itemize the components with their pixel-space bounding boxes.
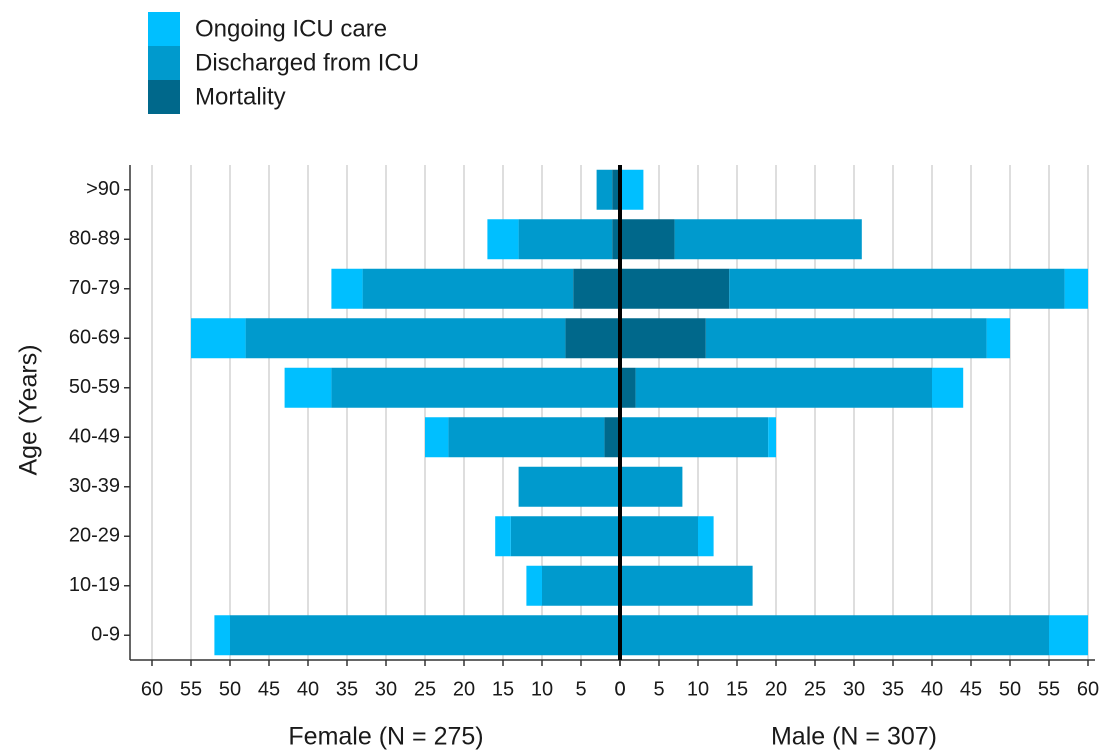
bar-segment [729, 268, 1065, 309]
bar-segment [620, 466, 683, 507]
y-tick-label: 80-89 [69, 228, 120, 250]
bar-segment [596, 169, 613, 210]
bar-segment [331, 367, 620, 408]
y-tick-label: 40-49 [69, 426, 120, 448]
bar-segment [214, 615, 230, 656]
bar-segment [245, 318, 566, 359]
bar-segment [284, 367, 332, 408]
bar-segment [495, 516, 511, 557]
bar-segment [612, 169, 620, 210]
bar-segment [612, 219, 620, 260]
bar-segment [620, 268, 730, 309]
bar-segment [620, 615, 1049, 656]
x-tick-label: 15 [492, 678, 514, 700]
bar-segment [620, 169, 644, 210]
bar-segment [565, 318, 620, 359]
bar-segment [542, 565, 620, 606]
bar-segment [518, 219, 613, 260]
bar-segment [526, 565, 542, 606]
bar-segment [705, 318, 987, 359]
bar-segment [620, 219, 675, 260]
bar-segment [620, 565, 753, 606]
bar-segment [510, 516, 620, 557]
x-tick-label: 20 [453, 678, 475, 700]
x-axis-label: Male (N = 307) [771, 723, 937, 751]
x-tick-label: 5 [575, 678, 586, 700]
bar-segment [635, 367, 932, 408]
bar-segment [932, 367, 964, 408]
x-tick-label: 5 [653, 678, 664, 700]
bar-segment [620, 367, 636, 408]
legend-label: Mortality [195, 83, 286, 110]
x-tick-label: 15 [726, 678, 748, 700]
bar-segment [191, 318, 246, 359]
x-tick-label: 45 [960, 678, 982, 700]
legend-label: Ongoing ICU care [195, 15, 387, 42]
bar-segment [331, 268, 363, 309]
x-tick-label: 30 [843, 678, 865, 700]
x-tick-label: 0 [614, 678, 625, 700]
x-tick-label: 50 [219, 678, 241, 700]
x-tick-label: 25 [414, 678, 436, 700]
y-axis-label: Age (Years) [15, 344, 43, 475]
bar-segment [487, 219, 519, 260]
x-tick-label: 40 [297, 678, 319, 700]
y-tick-label: 50-59 [69, 376, 120, 398]
bar-segment [674, 219, 862, 260]
bar-segment [768, 417, 776, 458]
bar-segment [1064, 268, 1088, 309]
x-tick-label: 30 [375, 678, 397, 700]
bar-segment [573, 268, 620, 309]
x-tick-label: 60 [1077, 678, 1099, 700]
x-tick-label: 40 [921, 678, 943, 700]
legend-swatch [148, 12, 180, 46]
legend-label: Discharged from ICU [195, 49, 419, 76]
bar-segment [425, 417, 449, 458]
y-tick-label: 10-19 [69, 574, 120, 596]
bar-segment [1049, 615, 1088, 656]
x-tick-label: 10 [687, 678, 709, 700]
legend-swatch [148, 80, 180, 114]
bar-segment [986, 318, 1010, 359]
x-tick-label: 60 [141, 678, 163, 700]
bar-segment [620, 417, 769, 458]
x-tick-label: 20 [765, 678, 787, 700]
bar-segment [604, 417, 620, 458]
bar-segment [518, 466, 620, 507]
x-tick-label: 35 [336, 678, 358, 700]
y-tick-label: 20-29 [69, 525, 120, 547]
x-tick-label: 25 [804, 678, 826, 700]
x-tick-label: 35 [882, 678, 904, 700]
x-tick-label: 10 [531, 678, 553, 700]
bar-segment [620, 318, 706, 359]
y-tick-label: >90 [86, 178, 120, 200]
bar-segment [620, 516, 698, 557]
x-tick-label: 45 [258, 678, 280, 700]
x-tick-label: 55 [1038, 678, 1060, 700]
y-tick-label: 30-39 [69, 475, 120, 497]
legend-swatch [148, 46, 180, 80]
x-tick-label: 55 [180, 678, 202, 700]
x-tick-label: 50 [999, 678, 1021, 700]
y-tick-label: 70-79 [69, 277, 120, 299]
bar-segment [448, 417, 605, 458]
x-tick-label: 0 [614, 678, 625, 700]
bar-segment [230, 615, 620, 656]
bar-segment [362, 268, 574, 309]
y-tick-label: 0-9 [91, 624, 120, 646]
bar-segment [698, 516, 714, 557]
y-tick-label: 60-69 [69, 327, 120, 349]
x-axis-label: Female (N = 275) [288, 723, 483, 751]
